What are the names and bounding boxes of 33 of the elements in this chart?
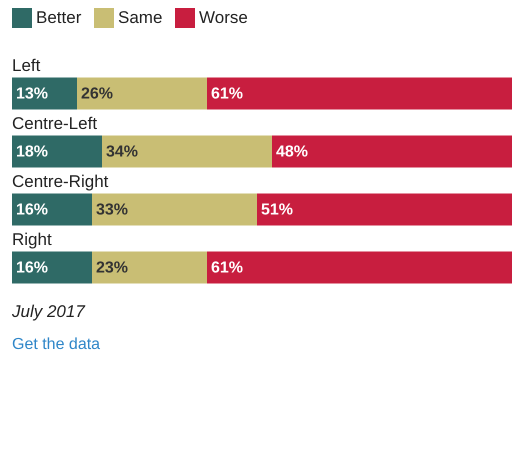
legend-label: Better [36,8,82,27]
data-label: 51% [261,202,294,218]
data-label: 13% [16,86,48,102]
bar [207,252,512,284]
data-label: 23% [96,260,128,276]
bar [12,252,92,284]
bar [92,252,207,284]
data-label: 34% [106,144,138,160]
bar [92,194,257,226]
bar [207,78,512,110]
data-label: 16% [16,260,48,276]
y-tick-label: Left [12,56,41,76]
bar [12,194,92,226]
data-label: 48% [276,144,308,160]
y-tick-label: Centre-Right [12,172,109,192]
bar [77,78,207,110]
bar [272,136,512,168]
legend-label: Worse [199,8,248,27]
text: July 2017 [11,302,86,321]
bar [257,194,512,226]
data-label: 26% [81,86,114,102]
text: Get the data [12,336,100,353]
y-tick-label: Centre-Left [12,114,98,134]
bar [12,78,77,110]
data-label: 61% [211,86,244,102]
bar [12,136,102,168]
data-label: 61% [211,260,244,276]
y-tick-label: Right [12,230,52,250]
data-label: 16% [16,202,48,218]
data-label: 33% [96,202,128,218]
data-label: 18% [16,144,48,160]
legend-label: Same [118,8,162,27]
bar [102,136,272,168]
